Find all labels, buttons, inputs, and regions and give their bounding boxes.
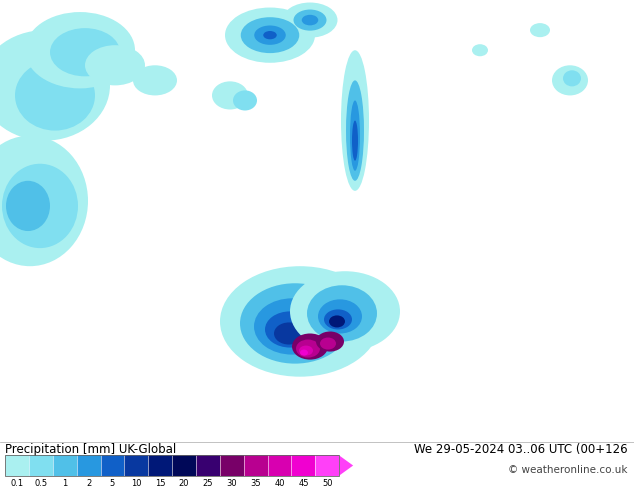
Ellipse shape [254, 298, 330, 355]
Text: 0.1: 0.1 [10, 479, 23, 488]
Text: 2: 2 [86, 479, 91, 488]
Ellipse shape [552, 65, 588, 96]
Bar [77, 455, 101, 476]
Text: © weatheronline.co.uk: © weatheronline.co.uk [508, 465, 628, 475]
Ellipse shape [263, 31, 277, 39]
Ellipse shape [350, 100, 360, 171]
Bar [243, 455, 268, 476]
Bar [29, 455, 53, 476]
Bar [196, 455, 220, 476]
Ellipse shape [316, 332, 344, 352]
Ellipse shape [0, 30, 110, 141]
Text: We 29-05-2024 03..06 UTC (00+126: We 29-05-2024 03..06 UTC (00+126 [414, 443, 628, 456]
Ellipse shape [15, 60, 95, 131]
Ellipse shape [472, 44, 488, 56]
Ellipse shape [530, 23, 550, 37]
Ellipse shape [320, 338, 336, 349]
Text: 1: 1 [62, 479, 67, 488]
Bar [124, 455, 148, 476]
Ellipse shape [233, 91, 257, 111]
Ellipse shape [324, 309, 352, 329]
Ellipse shape [2, 164, 78, 248]
Polygon shape [339, 455, 353, 476]
Ellipse shape [341, 50, 369, 191]
Text: 0.5: 0.5 [34, 479, 48, 488]
Text: 35: 35 [250, 479, 261, 488]
Ellipse shape [302, 15, 318, 25]
Bar [5, 455, 29, 476]
Ellipse shape [0, 136, 88, 266]
Ellipse shape [352, 121, 358, 161]
Ellipse shape [25, 12, 135, 88]
Text: 15: 15 [155, 479, 165, 488]
Ellipse shape [212, 81, 248, 109]
Bar [53, 455, 77, 476]
Ellipse shape [225, 7, 315, 63]
Ellipse shape [254, 25, 286, 45]
Bar [101, 455, 124, 476]
Ellipse shape [241, 17, 299, 53]
Ellipse shape [85, 45, 145, 85]
Text: 5: 5 [110, 479, 115, 488]
Ellipse shape [294, 9, 327, 31]
Ellipse shape [296, 340, 320, 358]
Bar [292, 455, 315, 476]
Ellipse shape [133, 65, 177, 96]
Ellipse shape [346, 80, 364, 181]
Ellipse shape [292, 334, 328, 360]
Ellipse shape [563, 71, 581, 86]
Bar [220, 455, 243, 476]
Ellipse shape [6, 181, 50, 231]
Ellipse shape [265, 312, 315, 347]
Ellipse shape [329, 316, 345, 327]
Text: 30: 30 [226, 479, 237, 488]
Bar [268, 455, 292, 476]
Text: 20: 20 [179, 479, 190, 488]
Ellipse shape [307, 285, 377, 342]
Text: 50: 50 [322, 479, 332, 488]
Ellipse shape [220, 266, 380, 377]
Text: Precipitation [mm] UK-Global: Precipitation [mm] UK-Global [5, 443, 176, 456]
Bar [315, 455, 339, 476]
Ellipse shape [299, 345, 313, 356]
Ellipse shape [283, 2, 337, 38]
Bar [5, 455, 339, 476]
Bar [172, 455, 196, 476]
Bar [148, 455, 172, 476]
Ellipse shape [290, 271, 400, 352]
Text: 10: 10 [131, 479, 141, 488]
Ellipse shape [50, 28, 120, 76]
Ellipse shape [240, 283, 350, 364]
Ellipse shape [300, 349, 308, 356]
Text: 40: 40 [275, 479, 285, 488]
Text: 45: 45 [298, 479, 309, 488]
Text: 25: 25 [203, 479, 213, 488]
Ellipse shape [318, 299, 362, 334]
Ellipse shape [274, 322, 304, 344]
